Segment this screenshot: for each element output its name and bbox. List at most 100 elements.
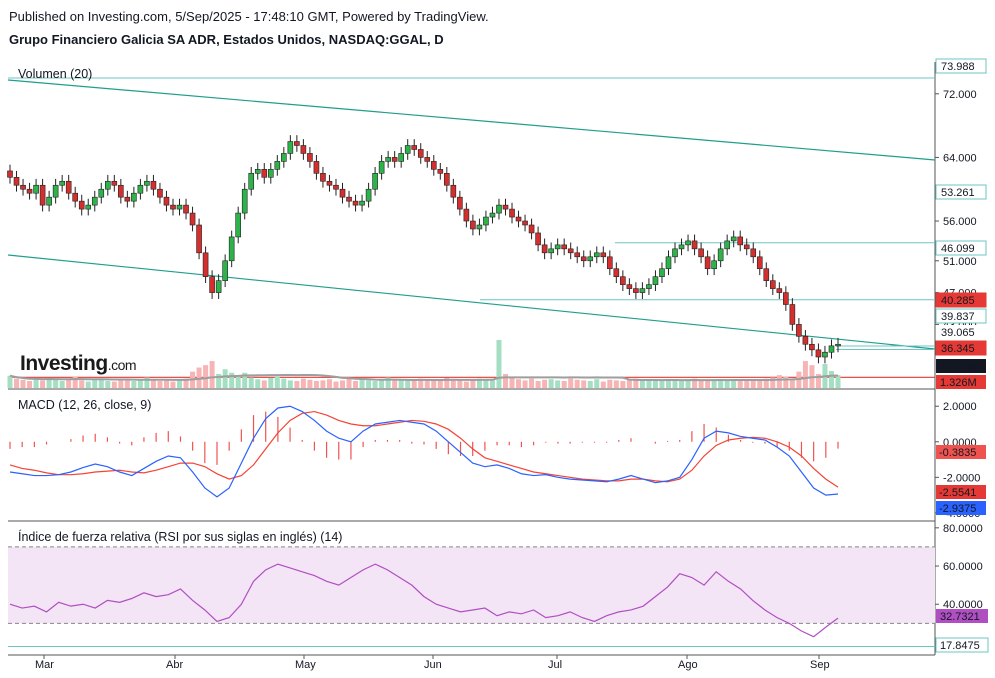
candle-body [254, 169, 261, 174]
price-label-box [935, 308, 987, 324]
candle-body [241, 188, 248, 214]
rsi-band [8, 546, 935, 624]
candle-body [78, 200, 85, 210]
candle-body [411, 145, 418, 150]
volume-bar [66, 378, 72, 388]
candle-body [470, 220, 476, 230]
volume-ma-line [9, 373, 839, 382]
volume-bar [131, 380, 137, 388]
volume-bar [724, 379, 730, 388]
time-tick-label: Ago [678, 659, 698, 671]
volume-bar [776, 375, 782, 388]
channel-lower-line [7, 254, 936, 350]
candle-body [437, 169, 444, 174]
candle-body [607, 256, 613, 270]
candle-body [33, 184, 39, 194]
volume-bar [248, 377, 254, 388]
candle-body [633, 288, 639, 293]
volume-bar [529, 378, 535, 388]
candle-body [118, 184, 124, 198]
candle-body [548, 248, 554, 254]
volume-bar [196, 367, 202, 388]
candle-body [196, 224, 202, 254]
macd-value-box [936, 501, 986, 515]
rsi-value-label: 17.8475 [940, 640, 980, 652]
candle-body [417, 149, 424, 158]
volume-bar [607, 379, 613, 388]
volume-bar [398, 380, 404, 388]
candle-body [587, 256, 594, 262]
candle-body [46, 196, 52, 206]
volume-bar [659, 380, 665, 388]
volume-bar [626, 379, 632, 388]
candle-body [796, 324, 802, 337]
candle-body [704, 256, 711, 270]
volume-bar [561, 380, 567, 388]
volume-bar [665, 379, 671, 388]
volume-bar [705, 380, 711, 388]
candle-body [743, 244, 750, 250]
investing-logo: Investing.com [20, 352, 137, 376]
price-label-box [935, 340, 987, 356]
candle-body [267, 169, 274, 178]
volume-bar [802, 361, 808, 388]
rsi-value-label: 32.7321 [940, 611, 980, 623]
candle-body [809, 343, 815, 351]
candle-body [13, 176, 20, 186]
macd-line [9, 405, 839, 498]
volume-bar [828, 371, 834, 388]
candle-body [620, 276, 626, 285]
macd-value-label: -2.5541 [939, 487, 976, 499]
candle-body [835, 343, 841, 347]
candle-body [756, 256, 763, 270]
candle-body [652, 276, 659, 285]
candle-body [228, 236, 235, 262]
candle-body [98, 188, 105, 198]
candle-body [398, 153, 404, 162]
candle-body [157, 188, 163, 198]
volume-bar [300, 378, 306, 388]
volume-bar [353, 380, 359, 388]
candle-body [626, 284, 633, 289]
volume-bar [548, 379, 554, 388]
candle-body [235, 212, 241, 238]
volume-bar [313, 380, 319, 388]
candle-body [646, 284, 652, 289]
volume-bar [763, 378, 769, 388]
macd-tick-label: 2.0000 [943, 401, 977, 413]
volume-bar [457, 380, 463, 388]
price-label-box [936, 325, 986, 339]
candle-body [183, 204, 189, 214]
candle-body [131, 192, 137, 202]
volume-bar [770, 377, 776, 388]
volume-bar [340, 380, 346, 388]
rsi-tick-label: 80.0000 [943, 523, 983, 535]
volume-bar [79, 380, 85, 388]
volume-bar [594, 379, 600, 388]
rsi-value-box [935, 637, 989, 653]
rsi-value-box [936, 609, 988, 623]
candle-body [222, 260, 228, 281]
volume-bar [731, 380, 737, 388]
candle-body [476, 224, 483, 230]
price-label-box [935, 58, 987, 74]
candle-body [65, 180, 72, 194]
volume-bar [27, 380, 33, 388]
time-tick-label: Mar [35, 659, 54, 671]
volume-bar [411, 380, 417, 388]
volume-bar [639, 380, 645, 388]
candle-body [294, 141, 300, 146]
volume-bar [98, 378, 104, 388]
volume-bar [7, 375, 13, 388]
volume-bar [385, 377, 391, 388]
volume-bar [203, 365, 209, 388]
volume-bar [268, 378, 274, 388]
volume-bar [281, 378, 287, 388]
volume-bar [111, 381, 117, 388]
candle-body [515, 216, 522, 222]
price-label: 73.988 [941, 61, 975, 73]
volume-bar [144, 377, 150, 388]
volume-bar [359, 379, 365, 388]
candle-body [7, 170, 13, 178]
